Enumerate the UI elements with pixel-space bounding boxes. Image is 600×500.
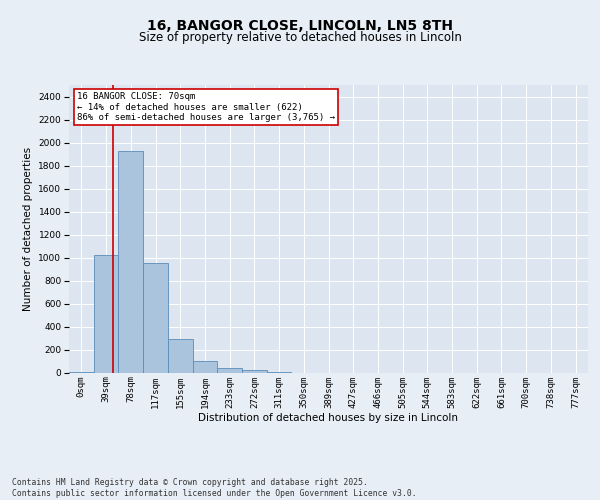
Bar (242, 370, 267, 372)
Text: 16 BANGOR CLOSE: 70sqm
← 14% of detached houses are smaller (622)
86% of semi-de: 16 BANGOR CLOSE: 70sqm ← 14% of detached… (77, 92, 335, 122)
Bar (168, 339, 193, 372)
Bar (143, 263, 168, 372)
Text: 16, BANGOR CLOSE, LINCOLN, LN5 8TH: 16, BANGOR CLOSE, LINCOLN, LN5 8TH (147, 19, 453, 33)
Text: Size of property relative to detached houses in Lincoln: Size of property relative to detached ho… (139, 31, 461, 44)
Bar (193, 361, 217, 372)
Y-axis label: Number of detached properties: Number of detached properties (23, 146, 33, 311)
X-axis label: Distribution of detached houses by size in Lincoln: Distribution of detached houses by size … (199, 413, 458, 423)
Bar (118, 150, 143, 372)
Bar (217, 368, 242, 372)
Bar (94, 255, 118, 372)
Text: Contains HM Land Registry data © Crown copyright and database right 2025.
Contai: Contains HM Land Registry data © Crown c… (12, 478, 416, 498)
